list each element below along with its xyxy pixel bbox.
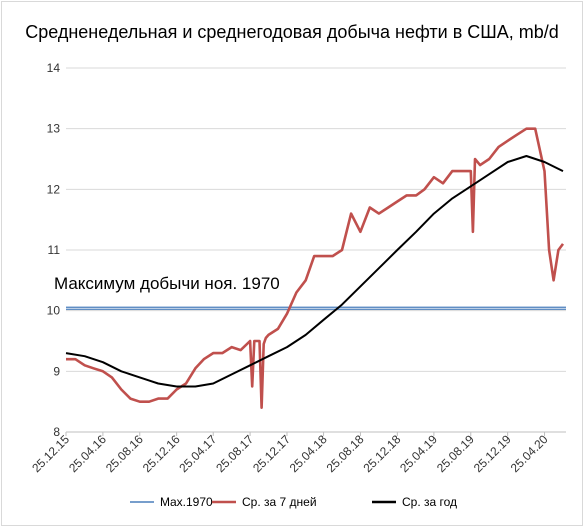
x-tick-label: 25.04.16 (66, 432, 109, 475)
x-tick-label: 25.08.18 (324, 432, 367, 475)
x-tick-label: 25.12.16 (140, 432, 183, 475)
x-tick-label: 25.12.17 (250, 432, 293, 475)
x-tick-label: 25.04.18 (287, 432, 330, 475)
chart-title: Средненедельная и среднегодовая добыча н… (25, 22, 559, 42)
x-tick-label: 25.04.20 (508, 432, 551, 475)
x-tick-label: 25.12.15 (29, 432, 72, 475)
y-tick-label: 12 (47, 182, 61, 196)
y-tick-label: 14 (47, 61, 61, 75)
legend-max1970-label: Max.1970 (160, 495, 213, 509)
y-tick-label: 13 (47, 122, 61, 136)
series-line-weekly (66, 127, 565, 409)
y-tick-label: 9 (53, 364, 60, 378)
x-tick-label: 25.12.19 (471, 432, 514, 475)
x-tick-label: 25.04.17 (176, 432, 219, 475)
legend-yearly-label: Ср. за год (402, 495, 457, 509)
annotation-text: Максимум добычи ноя. 1970 (54, 274, 280, 293)
x-tick-label: 25.08.17 (213, 432, 256, 475)
x-tick-label: 25.08.19 (434, 432, 477, 475)
y-tick-label: 10 (47, 304, 61, 318)
x-tick-label: 25.04.19 (397, 432, 440, 475)
series-line-yearly (65, 155, 564, 388)
y-tick-label: 11 (48, 243, 61, 257)
x-tick-label: 25.12.18 (361, 432, 404, 475)
x-tick-label: 25.08.16 (103, 432, 146, 475)
legend-weekly-label: Ср. за 7 дней (242, 495, 317, 509)
y-tick-label: 8 (53, 425, 60, 439)
